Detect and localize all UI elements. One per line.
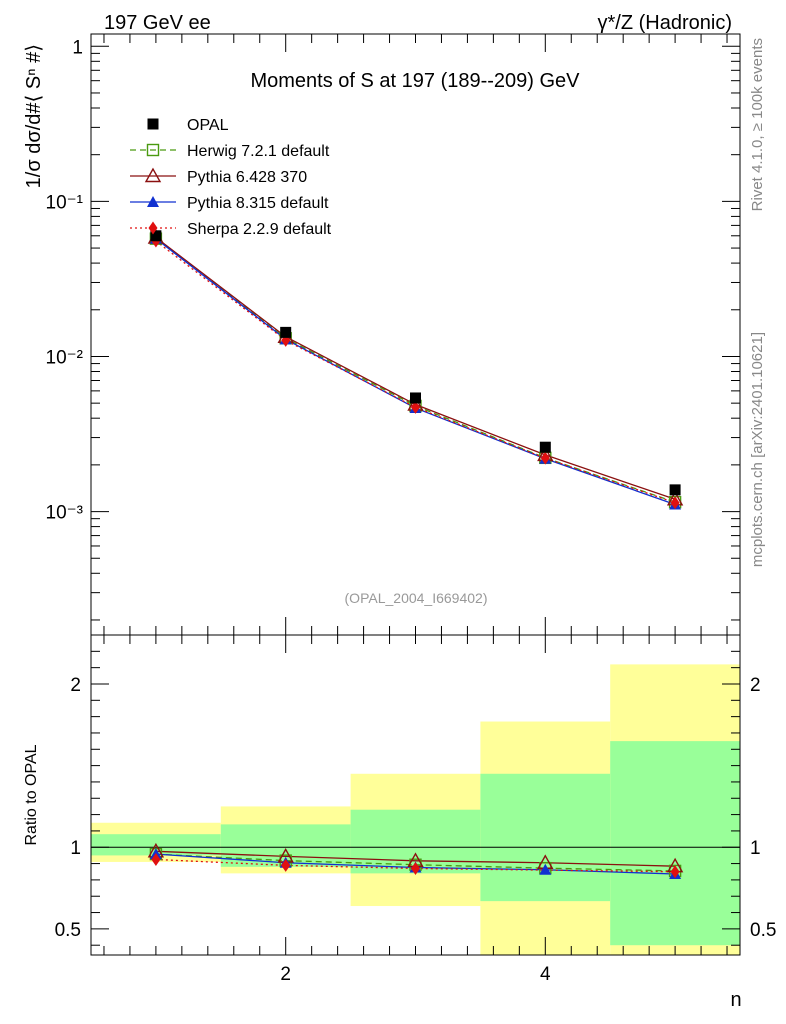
header-left-label: 197 GeV ee	[104, 12, 211, 34]
legend-marker-0	[147, 118, 159, 130]
y-axis-label: 1/σ dσ/d#⟨ Sⁿ #⟩	[23, 44, 45, 188]
ratio-point-3-2	[411, 861, 420, 875]
ratio-y-tick-label-right: 2	[750, 675, 761, 696]
legend-label-1: Herwig 7.2.1 default	[187, 143, 330, 160]
legend-label-4: Sherpa 2.2.9 default	[187, 221, 332, 238]
legend-label-0: OPAL	[187, 117, 229, 134]
legend-marker-3	[147, 196, 159, 207]
ratio-line-1	[155, 850, 676, 867]
x-tick-label: 2	[280, 964, 291, 985]
mcplots-label: mcplots.cern.ch [arXiv:2401.10621]	[749, 332, 766, 567]
ratio-y-tick-label: 2	[70, 675, 81, 696]
header-right-label: γ*/Z (Hadronic)	[598, 12, 732, 34]
green-band-4	[610, 741, 740, 946]
x-tick-label: 4	[540, 964, 551, 985]
point-4-4	[670, 496, 680, 510]
y-tick-label: 10⁻¹	[46, 192, 84, 213]
legend-label-3: Pythia 8.315 default	[187, 195, 329, 212]
ratio-point-2-3	[539, 863, 552, 875]
ratio-point-3-4	[670, 865, 680, 879]
point-0-3	[539, 441, 551, 453]
ratio-y-axis-label: Ratio to OPAL	[23, 744, 40, 845]
series-line-4	[155, 240, 676, 504]
point-0-2	[410, 392, 421, 404]
main-plot: 10⁻³ 10⁻² 10⁻¹ 1 Moments of S at 197 (189--…	[23, 33, 741, 636]
rivet-label: Rivet 4.1.0, ≥ 100k events	[749, 38, 766, 211]
legend-label-2: Pythia 6.428 370	[187, 169, 307, 186]
series-line-1	[155, 238, 676, 503]
y-tick-label: 10⁻³	[46, 503, 84, 524]
ratio-y-tick-label: 1	[70, 838, 81, 859]
green-band-3	[480, 773, 611, 902]
ratio-line-0	[155, 853, 676, 872]
analysis-label: (OPAL_2004_I669402)	[345, 590, 488, 606]
legend-marker-1	[146, 143, 160, 157]
point-4-3	[540, 451, 550, 465]
point-0-4	[669, 484, 681, 496]
y-tick-label: 1	[72, 37, 83, 58]
legend: OPAL Herwig 7.2.1 default Pythia 6.428 370…	[130, 117, 332, 238]
plot-title: Moments of S at 197 (189--209) GeV	[250, 70, 580, 92]
ratio-y-tick-label-right: 0.5	[750, 920, 776, 941]
legend-marker-2	[144, 167, 162, 183]
point-0-1	[280, 326, 292, 338]
ratio-plot: 0.5 0.5 1 1 2 2 2 4 Ratio to OPAL n	[23, 634, 776, 1011]
point-0-0	[150, 230, 162, 242]
series-line-2	[155, 236, 676, 500]
y-tick-label: 10⁻²	[46, 347, 84, 368]
ratio-y-tick-label-right: 1	[750, 838, 761, 859]
point-4-2	[411, 400, 420, 414]
legend-marker-4	[148, 221, 158, 235]
ratio-y-tick-label: 0.5	[55, 920, 81, 941]
ratio-point-3-1	[281, 858, 291, 872]
x-axis-label: n	[730, 989, 741, 1011]
ratio-point-3-0	[151, 852, 161, 866]
series-line-3	[155, 238, 676, 506]
